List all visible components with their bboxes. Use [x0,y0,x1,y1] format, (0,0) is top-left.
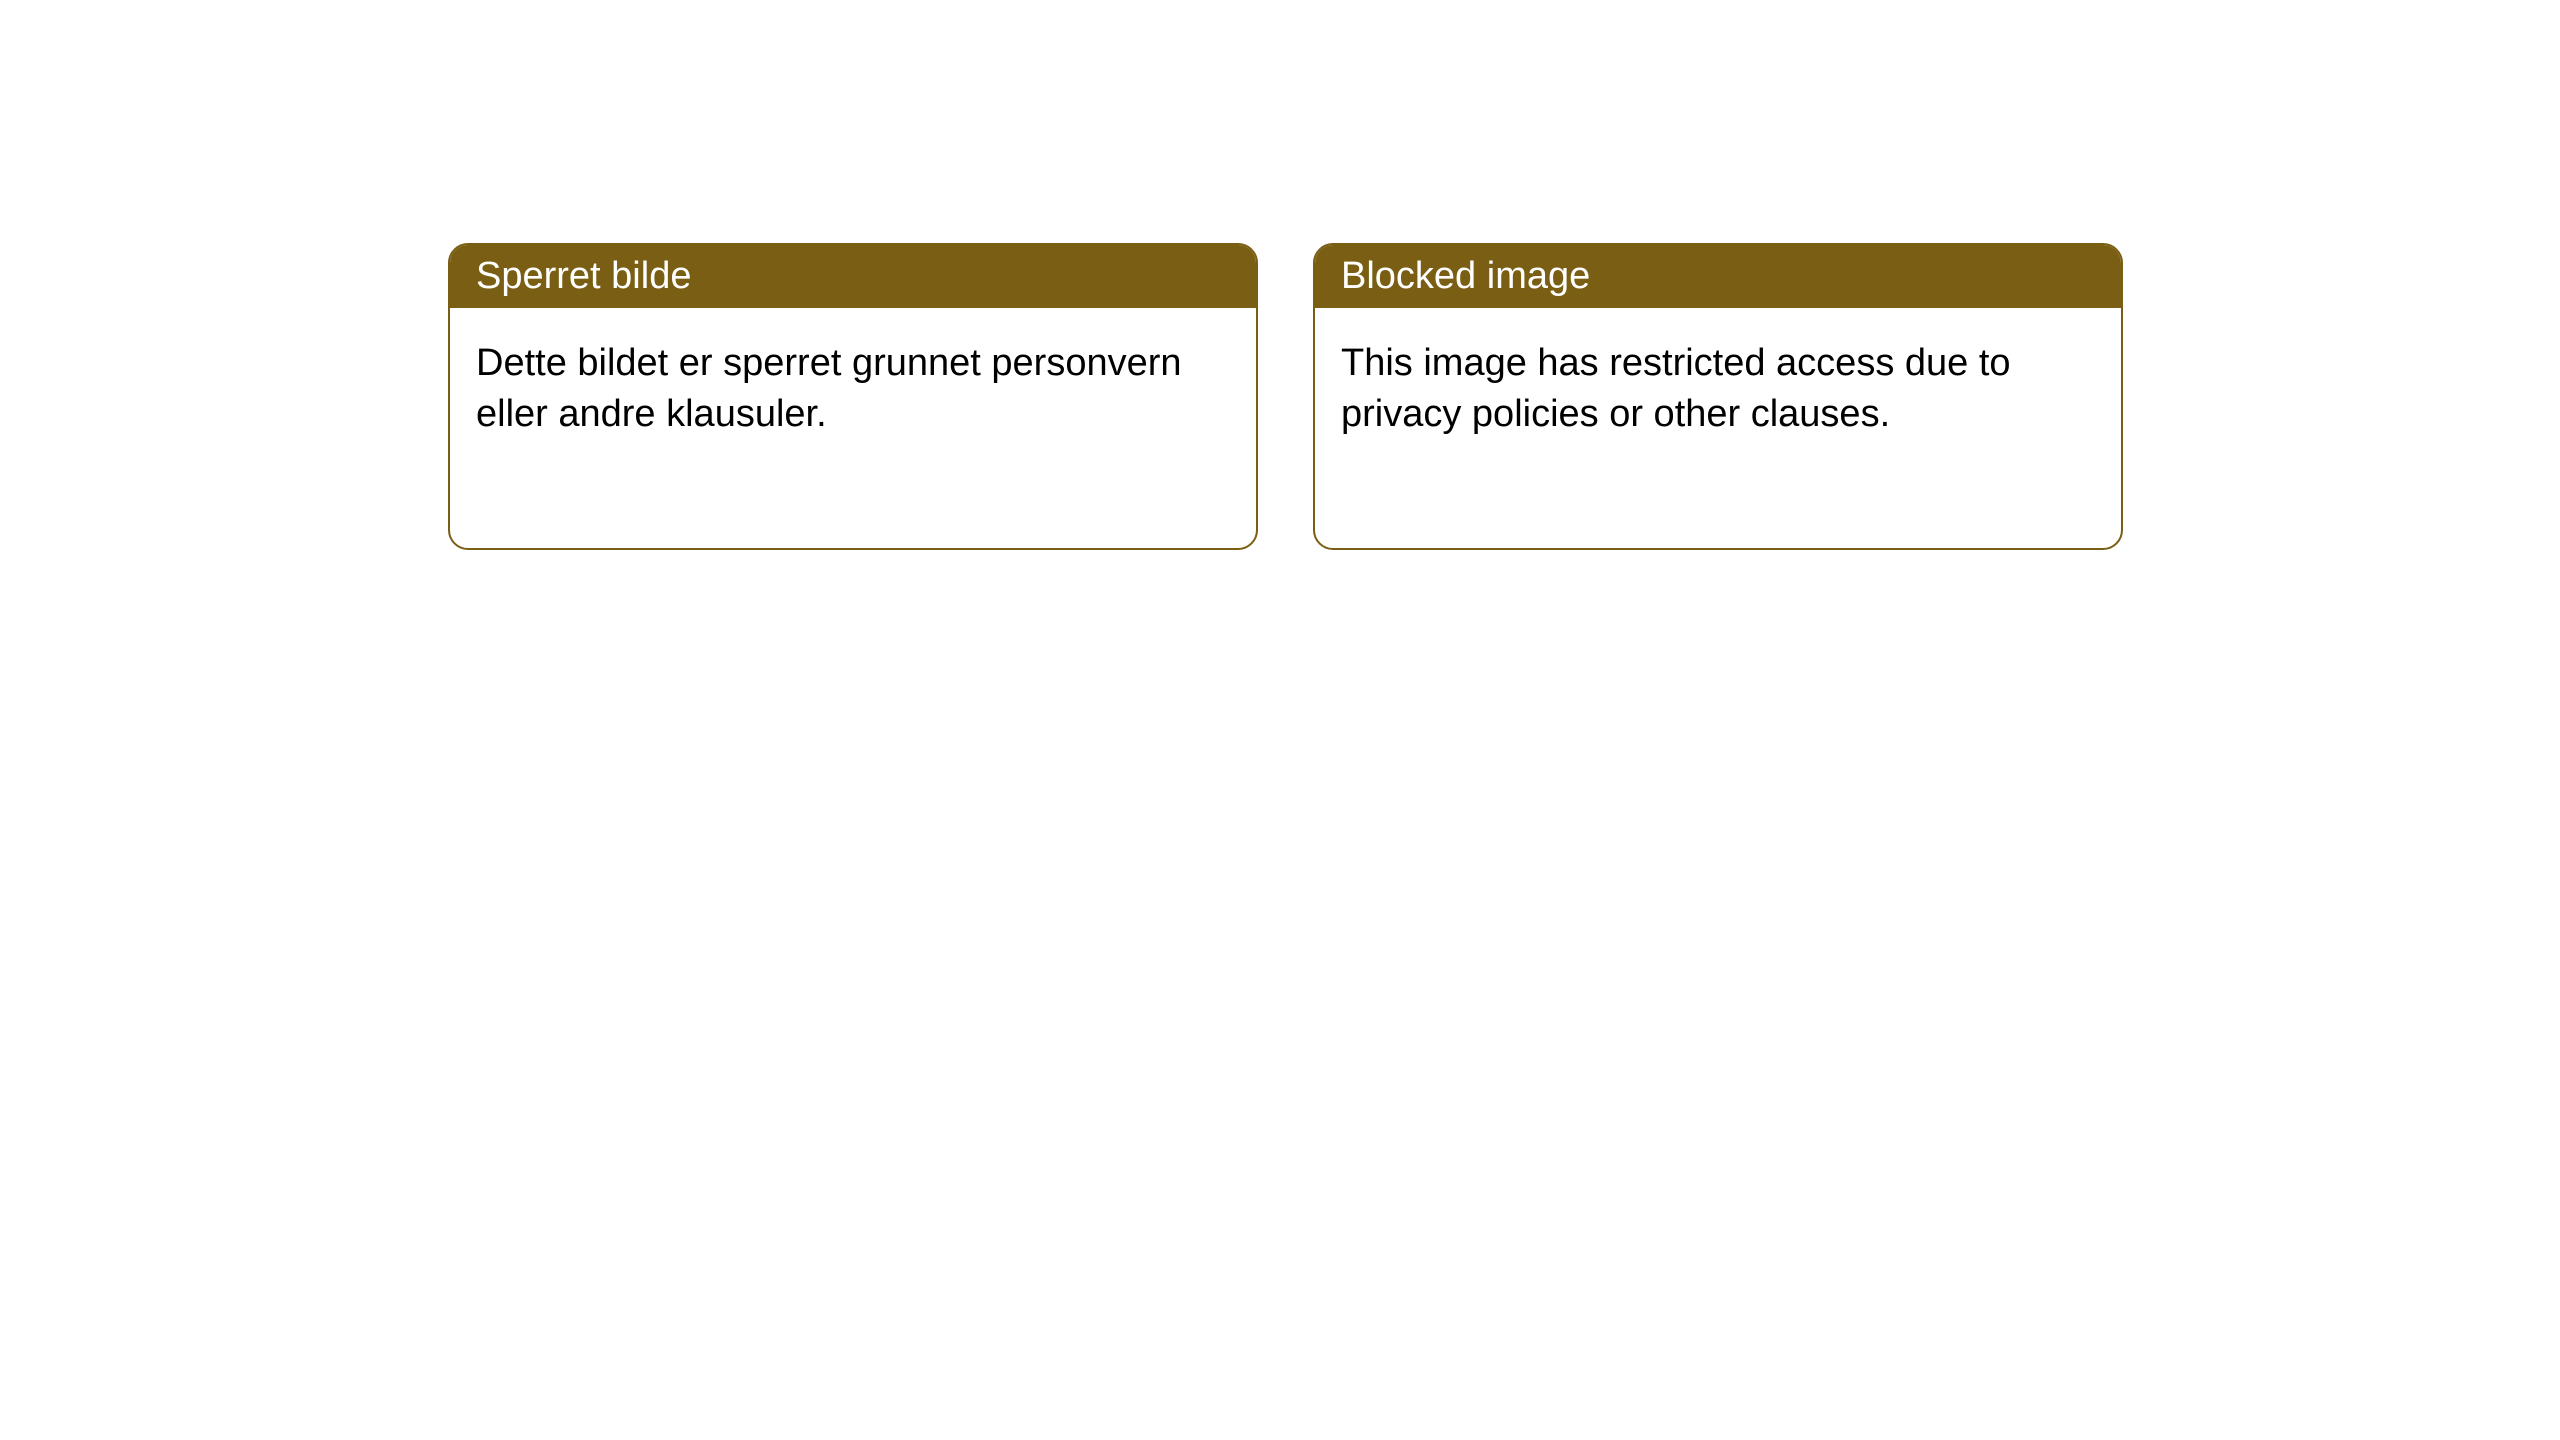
notice-card-english: Blocked image This image has restricted … [1313,243,2123,550]
notice-card-norwegian: Sperret bilde Dette bildet er sperret gr… [448,243,1258,550]
notice-container: Sperret bilde Dette bildet er sperret gr… [448,243,2123,550]
notice-body: Dette bildet er sperret grunnet personve… [450,308,1256,548]
notice-body: This image has restricted access due to … [1315,308,2121,548]
notice-title: Blocked image [1315,245,2121,308]
notice-title: Sperret bilde [450,245,1256,308]
